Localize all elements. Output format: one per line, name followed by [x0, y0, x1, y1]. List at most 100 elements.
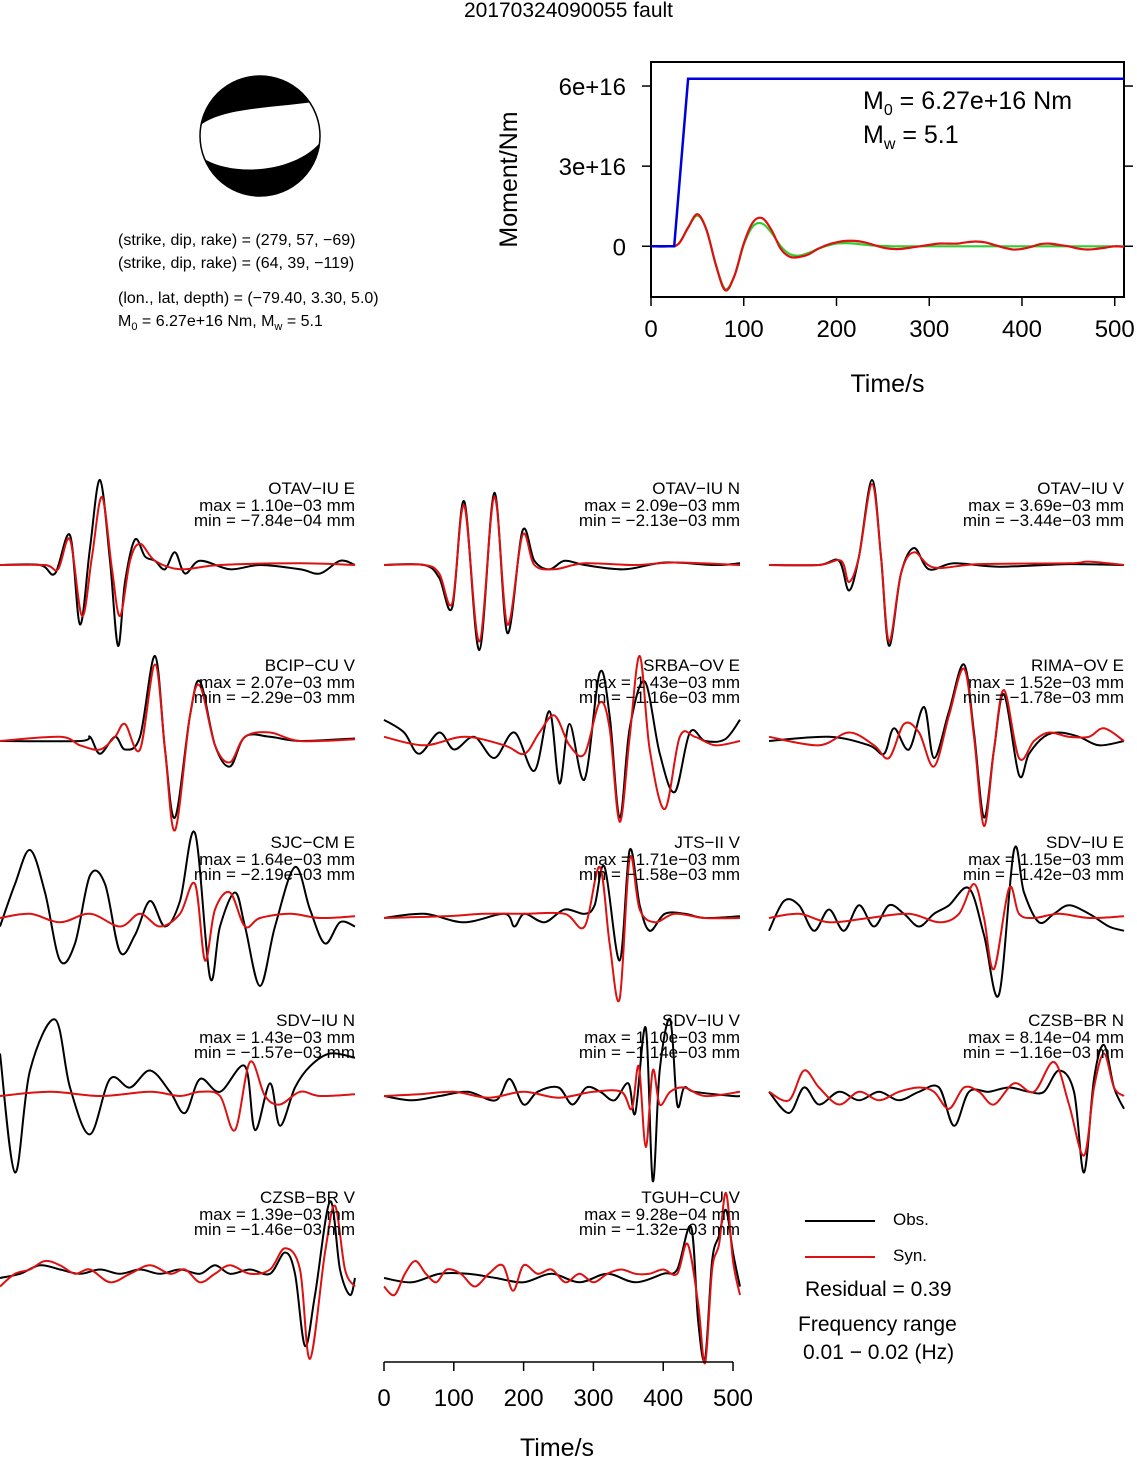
- synthetic-trace: [768, 667, 1125, 828]
- legend-syn-label: Syn.: [893, 1246, 928, 1265]
- observed-trace: [0, 1018, 356, 1174]
- observed-trace: [768, 478, 1125, 647]
- legend-obs-label: Obs.: [893, 1210, 929, 1229]
- synthetic-trace: [0, 663, 356, 832]
- synthetic-trace: [0, 1204, 356, 1360]
- waveform-x-axis-label: Time/s: [520, 1434, 594, 1458]
- station-label: OTAV−IU E: [268, 479, 355, 498]
- observed-trace: [0, 478, 356, 647]
- synthetic-trace: [383, 1065, 741, 1149]
- station-label: TGUH−CU V: [641, 1188, 740, 1207]
- station-max: max = 1.10e−03 mm: [199, 496, 355, 515]
- station-max: max = 1.52e−03 mm: [968, 673, 1124, 692]
- moment-x-tick-label: 200: [816, 316, 856, 343]
- station-min: min = −1.16e−03 mm: [579, 688, 740, 707]
- moment-summary: M0 = 6.27e+16 Nm, Mw = 5.1: [118, 313, 323, 334]
- legend-obs-swatch: [805, 1220, 875, 1222]
- beachball-outline: [199, 75, 321, 197]
- synthetic-trace: [768, 883, 1125, 971]
- station-min: min = −1.14e−03 mm: [579, 1043, 740, 1062]
- observed-trace: [383, 1208, 741, 1362]
- legend-syn-swatch: [805, 1256, 875, 1258]
- station-max: max = 1.15e−03 mm: [968, 850, 1124, 869]
- observed-trace: [383, 491, 741, 652]
- page-title: 20170324090055 fault: [463, 0, 674, 22]
- moment-y-axis-label: Moment/Nm: [495, 111, 523, 247]
- station-min: min = −7.84e−04 mm: [194, 511, 355, 530]
- station-min: min = −1.16e−03 mm: [963, 1043, 1124, 1062]
- moment-x-tick-label: 100: [724, 316, 764, 343]
- station-min: min = −2.13e−03 mm: [579, 511, 740, 530]
- frequency-range-label: Frequency range: [798, 1313, 957, 1336]
- observed-trace: [383, 1017, 741, 1183]
- moment-function-plot: 0 100 200 300 400 500 0 3e+16 6e+16 Time/s Moment/…: [495, 61, 1135, 398]
- frequency-range-value: 0.01 − 0.02 (Hz): [803, 1341, 955, 1364]
- station-label: JTS−II V: [674, 833, 740, 852]
- waveform-time-axis: 0 100 200 300 400 500 Time/s: [377, 1361, 753, 1458]
- station-max: max = 2.09e−03 mm: [584, 496, 740, 515]
- station-min: min = −3.44e−03 mm: [963, 511, 1124, 530]
- moment-x-axis-label: Time/s: [850, 370, 924, 398]
- station-label: SJC−CM E: [270, 833, 355, 852]
- station-max: max = 9.28e−04 mm: [584, 1205, 740, 1224]
- station-label: SDV−IU V: [662, 1011, 741, 1030]
- waveform-x-tick-label: 500: [713, 1385, 753, 1412]
- hypocenter-location: (lon., lat, depth) = (−79.40, 3.30, 5.0): [118, 290, 379, 307]
- waveform-x-tick-label: 200: [504, 1385, 544, 1412]
- moment-series-rate-red: [650, 213, 1125, 292]
- moment-m0-label: M0 = 6.27e+16 Nm: [863, 87, 1073, 119]
- beachball-icon: [199, 75, 322, 197]
- synthetic-trace: [383, 654, 741, 823]
- station-min: min = −1.58e−03 mm: [579, 865, 740, 884]
- station-min: min = −1.42e−03 mm: [963, 865, 1124, 884]
- moment-x-tick-label: 400: [1002, 316, 1042, 343]
- station-label: SDV−IU N: [276, 1011, 355, 1030]
- station-max: max = 1.64e−03 mm: [199, 850, 355, 869]
- synthetic-trace: [0, 881, 356, 962]
- waveform-x-tick-label: 300: [573, 1385, 613, 1412]
- station-max: max = 1.43e−03 mm: [199, 1028, 355, 1047]
- synthetic-trace: [768, 483, 1125, 643]
- station-min: min = −1.46e−03 mm: [194, 1220, 355, 1239]
- synthetic-trace: [383, 495, 741, 643]
- moment-series-rate-green: [650, 214, 1124, 291]
- observed-trace: [0, 830, 356, 988]
- waveform-x-tick-label: 0: [377, 1385, 390, 1412]
- station-label: RIMA−OV E: [1031, 656, 1124, 675]
- station-min: min = −1.78e−03 mm: [963, 688, 1124, 707]
- station-max: max = 1.39e−03 mm: [199, 1205, 355, 1224]
- station-min: min = −1.57e−03 mm: [194, 1043, 355, 1062]
- nodal-plane-2: (strike, dip, rake) = (64, 39, −119): [118, 255, 355, 272]
- residual-label: Residual = 0.39: [805, 1278, 952, 1301]
- station-label: SDV−IU E: [1046, 833, 1124, 852]
- station-label: BCIP−CU V: [265, 656, 356, 675]
- station-max: max = 1.10e−03 mm: [584, 1028, 740, 1047]
- waveform-x-tick-label: 400: [643, 1385, 683, 1412]
- moment-x-tick-label: 500: [1095, 316, 1135, 343]
- moment-x-tick-label: 0: [644, 316, 657, 343]
- synthetic-trace: [768, 1052, 1125, 1157]
- synthetic-trace: [383, 1191, 741, 1365]
- observed-trace: [383, 669, 741, 819]
- station-min: min = −1.32e−03 mm: [579, 1220, 740, 1239]
- moment-series-cumulative: [651, 77, 1124, 248]
- station-max: max = 2.07e−03 mm: [199, 673, 355, 692]
- synthetic-trace: [383, 855, 741, 1003]
- moment-plot-frame: [650, 61, 1125, 298]
- station-min: min = −2.19e−03 mm: [194, 865, 355, 884]
- synthetic-trace: [0, 1060, 356, 1132]
